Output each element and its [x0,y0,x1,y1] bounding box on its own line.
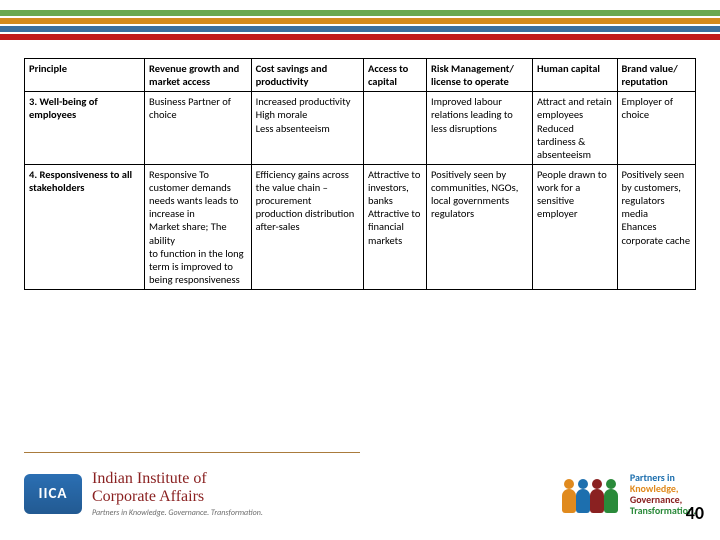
top-bars [0,0,720,40]
table-cell: Business Partner of choice [145,92,252,165]
table-body: 3. Well-being of employeesBusiness Partn… [25,92,696,290]
table-header-row: Principle Revenue growth and market acce… [25,59,696,92]
iica-logo: IICA Indian Institute of Corporate Affai… [24,470,263,518]
figure-4 [604,489,618,513]
table-row: 4. Responsiveness to all stakeholdersRes… [25,164,696,289]
partners-figures [560,471,620,517]
table-cell: Efficiency gains across the value chain … [251,164,363,289]
iica-tagline: Partners in Knowledge. Governance. Trans… [92,508,263,518]
row-principle: 3. Well-being of employees [25,92,145,165]
table-cell: Increased productivity High morale Less … [251,92,363,165]
table-cell: People drawn to work for a sensitive emp… [532,164,617,289]
figure-2 [576,489,590,513]
col-principle: Principle [25,59,145,92]
table-cell: Positively seen by communities, NGOs, lo… [426,164,532,289]
table-cell: Employer of choice [617,92,696,165]
col-cost: Cost savings and productivity [251,59,363,92]
table-cell: Attract and retain employees Reduced tar… [532,92,617,165]
iica-text: Indian Institute of Corporate Affairs Pa… [92,470,263,518]
table-cell: Positively seen by customers, regulators… [617,164,696,289]
principles-table: Principle Revenue growth and market acce… [24,58,696,290]
table-row: 3. Well-being of employeesBusiness Partn… [25,92,696,165]
table-cell: Attractive to investors, banks Attractiv… [363,164,426,289]
table-cell [363,92,426,165]
partners-logo: Partners in Knowledge, Governance, Trans… [560,471,696,517]
figure-3 [590,489,604,513]
iica-title-2: Corporate Affairs [92,488,263,506]
col-brand: Brand value/ reputation [617,59,696,92]
footer: IICA Indian Institute of Corporate Affai… [0,452,720,540]
table-cell: Improved labour relations leading to les… [426,92,532,165]
page-number: 40 [686,502,704,524]
col-revenue: Revenue growth and market access [145,59,252,92]
col-risk: Risk Management/ license to operate [426,59,532,92]
col-access: Access to capital [363,59,426,92]
table-cell: Responsive To customer demands needs wan… [145,164,252,289]
row-principle: 4. Responsiveness to all stakeholders [25,164,145,289]
col-human: Human capital [532,59,617,92]
iica-title-1: Indian Institute of [92,470,263,488]
footer-divider [24,452,360,453]
iica-mark: IICA [24,474,82,514]
table-wrap: Principle Revenue growth and market acce… [0,40,720,290]
figure-1 [562,489,576,513]
iica-mark-text: IICA [38,485,67,503]
